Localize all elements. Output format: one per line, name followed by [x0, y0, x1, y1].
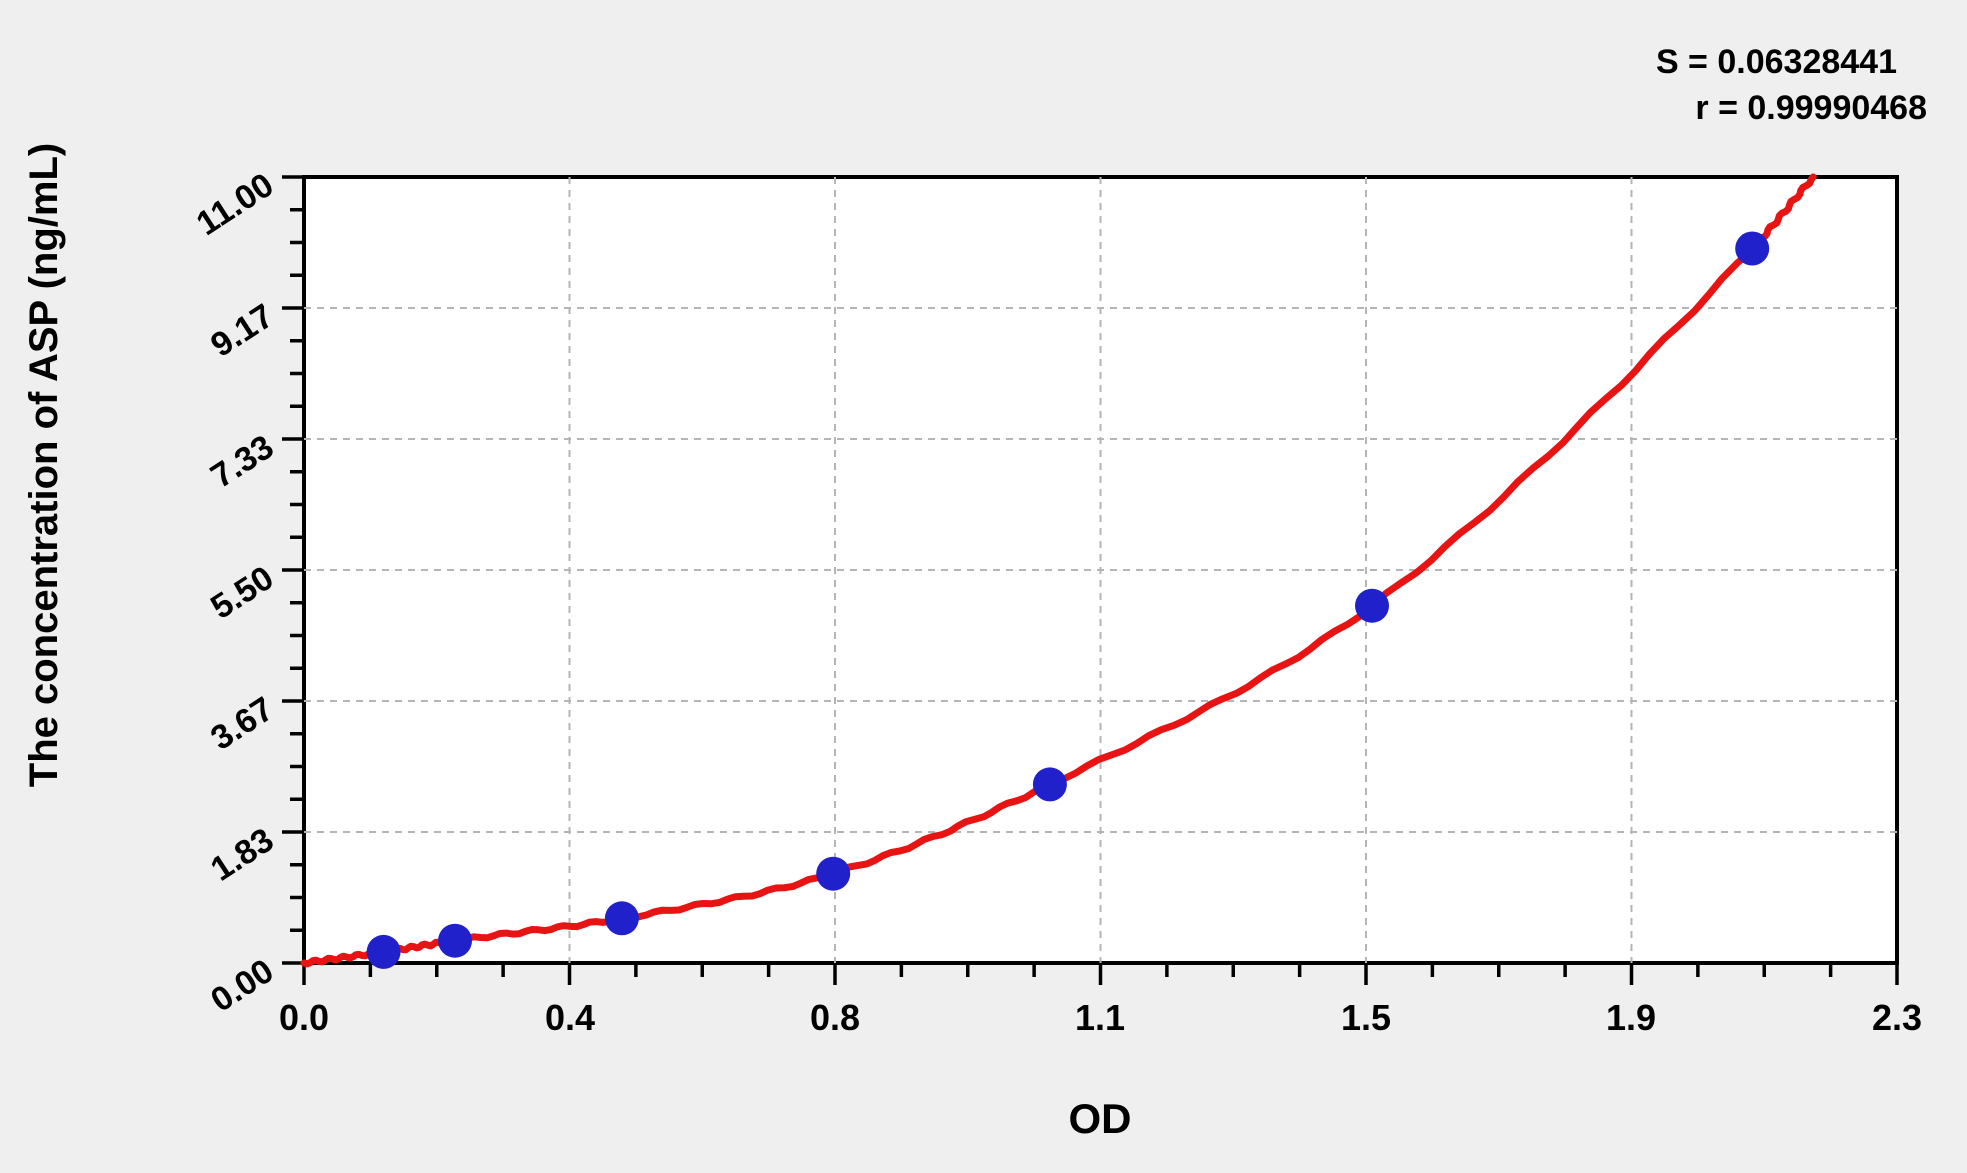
x-tick-label: 1.5	[1341, 997, 1391, 1038]
y-tick-label: 11.00	[190, 166, 280, 243]
axis-ticks	[282, 175, 1899, 985]
y-tick-label: 7.33	[204, 428, 280, 496]
gridlines	[304, 177, 1897, 963]
x-axis-title: OD	[1069, 1095, 1132, 1142]
stat-r-value: r = 0.99990468	[1695, 89, 1927, 127]
y-tick-label: 5.50	[204, 559, 280, 627]
x-tick-label: 0.4	[545, 997, 595, 1038]
standard-point	[1032, 767, 1067, 802]
y-tick-label: 1.83	[204, 821, 280, 889]
standard-point	[438, 923, 472, 958]
standard-point	[1735, 231, 1770, 266]
x-tick-label: 0.8	[810, 997, 860, 1038]
data-points	[366, 231, 1770, 969]
y-tick-label: 0.00	[204, 952, 280, 1020]
y-axis-title: The concentration of ASP (ng/mL)	[22, 143, 66, 787]
x-tick-label: 1.9	[1606, 997, 1656, 1038]
standard-point	[1355, 588, 1389, 623]
standard-point	[816, 856, 851, 891]
y-tick-label: 9.17	[204, 297, 280, 365]
standard-point	[366, 934, 401, 969]
x-tick-label: 1.1	[1075, 997, 1125, 1038]
x-tick-label: 2.3	[1872, 997, 1922, 1038]
stat-s-value: S = 0.06328441	[1656, 43, 1897, 81]
x-tick-label: 0.0	[279, 997, 329, 1038]
y-tick-label: 3.67	[204, 690, 280, 758]
standard-point	[604, 901, 639, 936]
